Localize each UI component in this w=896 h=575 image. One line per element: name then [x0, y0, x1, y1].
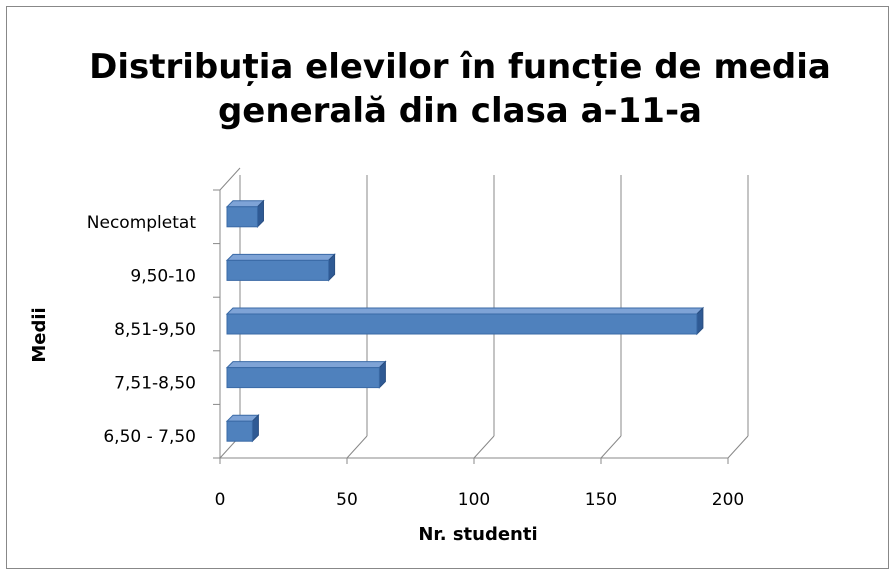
bar — [225, 413, 260, 443]
y-axis-label: Medii — [29, 307, 50, 362]
x-axis-label: Nr. studenti — [418, 524, 537, 545]
bar-front — [226, 420, 253, 442]
x-tick-label: 200 — [712, 490, 744, 510]
bar-top — [225, 361, 387, 369]
y-tick-label: 8,51-9,50 — [114, 320, 196, 340]
grid-line-depth — [346, 435, 368, 459]
chart-frame — [6, 6, 889, 569]
y-tick-label: Necompletat — [87, 213, 197, 233]
bar-front — [226, 206, 258, 228]
grid-line-depth — [727, 435, 749, 459]
bar — [225, 199, 265, 229]
y-tick-label: 7,51-8,50 — [114, 374, 196, 394]
bar — [225, 306, 705, 336]
bar-front — [226, 313, 698, 335]
grid-line-depth — [600, 435, 622, 459]
y-tick-label: 6,50 - 7,50 — [103, 427, 196, 447]
bar-top — [225, 253, 336, 261]
y-axis-depth — [219, 167, 241, 191]
chart-title: Distribuția elevilor în funcție de media… — [89, 47, 831, 131]
x-tick-label: 150 — [585, 490, 617, 510]
x-tick-label: 50 — [336, 490, 358, 510]
bar-front — [226, 259, 330, 281]
bar-top — [225, 307, 705, 315]
bar — [225, 253, 336, 282]
grid-line-depth — [473, 435, 495, 459]
bar-front — [226, 367, 380, 389]
y-tick-label: 9,50-10 — [130, 266, 196, 286]
bar — [225, 360, 387, 389]
x-tick-label: 0 — [215, 490, 226, 510]
x-tick-label: 100 — [458, 490, 490, 510]
